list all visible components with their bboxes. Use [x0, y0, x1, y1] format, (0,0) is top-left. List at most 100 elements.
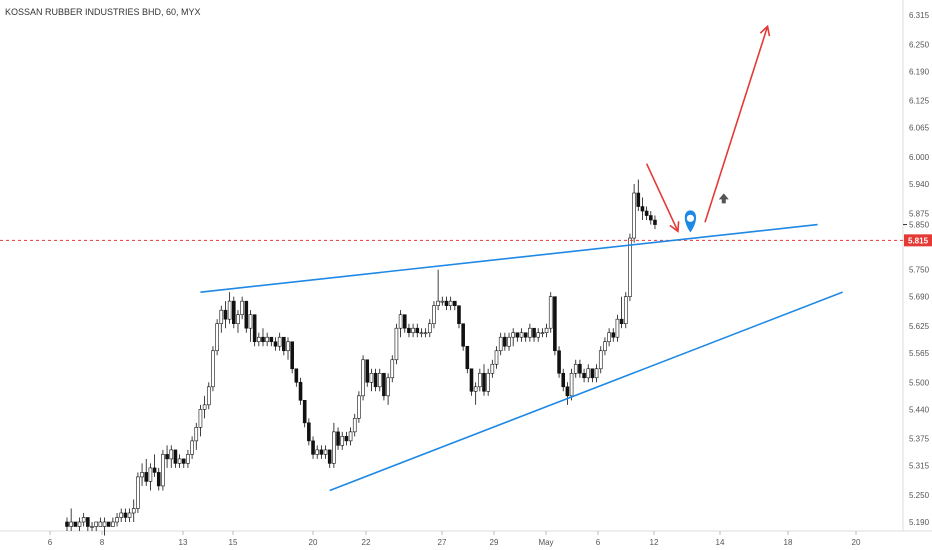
- candle-body: [248, 314, 253, 329]
- candle: [407, 323, 411, 338]
- y-tick-label: 5.690: [909, 293, 930, 302]
- candle-body: [215, 323, 219, 352]
- candle-body: [131, 508, 136, 514]
- candle-body: [486, 372, 490, 392]
- candle-body: [586, 368, 591, 379]
- candle: [369, 368, 374, 392]
- candle-body: [548, 296, 553, 329]
- candle-body: [515, 332, 520, 338]
- candle: [419, 328, 424, 338]
- candle-body: [590, 368, 595, 379]
- candle: [165, 445, 169, 468]
- candle-body: [344, 436, 349, 442]
- candle: [161, 449, 165, 491]
- candle-body: [152, 467, 157, 473]
- candle: [223, 301, 228, 329]
- candle: [215, 319, 219, 356]
- candle: [507, 332, 511, 351]
- candle: [173, 449, 178, 468]
- candle: [81, 512, 86, 527]
- candle: [423, 328, 428, 338]
- candle-body: [536, 332, 541, 338]
- y-tick-label: 5.440: [909, 405, 930, 414]
- candle: [478, 368, 482, 392]
- candle: [427, 319, 432, 338]
- price-axis: 6.315 6.250 6.190 6.125 6.065 6.000 5.940 5.875…: [903, 11, 932, 527]
- pin-hole: [686, 214, 695, 222]
- candle-body: [382, 372, 386, 397]
- candle-body: [298, 381, 303, 401]
- up-arrow-icon: [718, 193, 729, 204]
- candle-body: [232, 300, 236, 325]
- candle-body: [111, 521, 115, 527]
- candle-body: [432, 305, 436, 325]
- candle: [469, 368, 474, 396]
- candle-body: [386, 377, 390, 397]
- candle-body: [190, 440, 194, 455]
- y-tick-label: 5.850: [909, 221, 930, 230]
- candle-body: [65, 521, 69, 527]
- candle-body: [257, 336, 261, 343]
- candle: [94, 521, 98, 531]
- candle-body: [252, 314, 257, 343]
- candle: [336, 427, 340, 450]
- candle-body: [611, 332, 616, 338]
- candle: [636, 179, 641, 212]
- x-tick-label: 6: [48, 538, 53, 547]
- candle-body: [90, 526, 94, 528]
- candle-body: [148, 467, 153, 482]
- candle-body: [119, 512, 124, 518]
- candle: [65, 517, 69, 531]
- candle: [257, 332, 261, 347]
- candle: [494, 346, 499, 369]
- candle-body: [336, 431, 340, 446]
- candle: [352, 413, 357, 437]
- x-tick-label: 18: [784, 538, 793, 547]
- candle-body: [223, 309, 228, 320]
- candle: [598, 346, 603, 374]
- arrow-head: [759, 24, 771, 37]
- candle-body: [315, 449, 320, 455]
- candle: [365, 359, 370, 387]
- y-tick-label: 5.375: [909, 435, 930, 444]
- candle-body: [94, 521, 98, 527]
- price-axis-panel[interactable]: [903, 0, 932, 550]
- candle-body: [523, 332, 528, 338]
- candle: [115, 512, 119, 527]
- candle-body: [236, 314, 240, 325]
- candle: [290, 341, 294, 374]
- candle-body: [457, 305, 461, 325]
- candle-body: [628, 237, 632, 297]
- y-tick-label: 5.875: [909, 209, 930, 218]
- candle-body: [98, 521, 103, 527]
- candle: [131, 499, 136, 522]
- candle: [448, 296, 453, 311]
- candle: [69, 508, 73, 531]
- candle: [402, 314, 407, 333]
- candle: [327, 449, 332, 468]
- candle: [536, 328, 541, 342]
- candle-body: [77, 521, 82, 527]
- candle-body: [427, 323, 432, 334]
- candle-body: [244, 300, 249, 329]
- candle-body: [503, 336, 507, 347]
- candle: [136, 472, 140, 513]
- candle-body: [127, 512, 132, 518]
- candle: [211, 346, 215, 392]
- pullback-arrow: [645, 163, 680, 233]
- candle-body: [636, 192, 641, 207]
- candle-body: [361, 359, 365, 397]
- candle: [90, 521, 94, 531]
- candle: [411, 323, 415, 338]
- candle: [607, 328, 611, 347]
- candle: [565, 382, 570, 405]
- candle-body: [202, 404, 207, 410]
- candle: [319, 445, 324, 459]
- candle-body: [115, 517, 119, 523]
- candle: [569, 368, 574, 401]
- candle: [265, 332, 269, 347]
- candle: [548, 292, 553, 333]
- candle: [186, 449, 190, 468]
- candle: [561, 368, 566, 392]
